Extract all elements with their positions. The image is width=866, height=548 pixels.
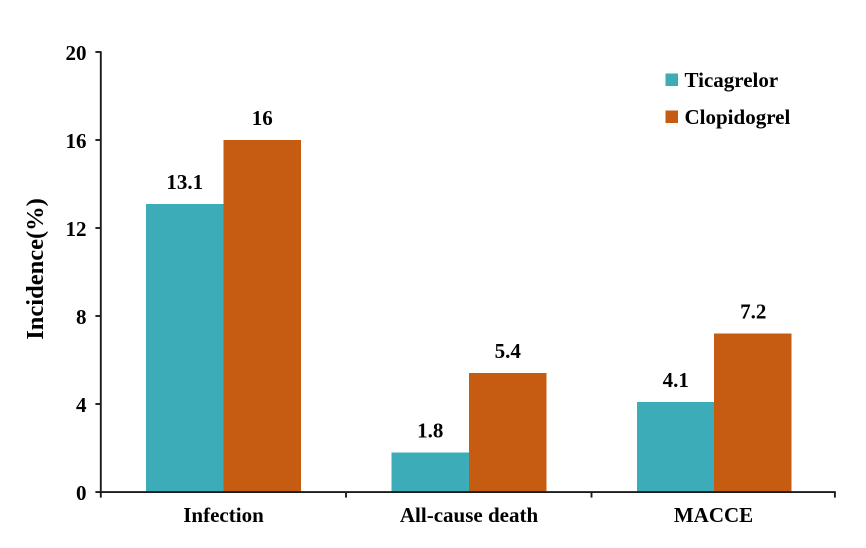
svg-text:1.8: 1.8 <box>417 419 443 443</box>
svg-text:13.1: 13.1 <box>166 170 203 194</box>
svg-text:Incidence(%): Incidence(%) <box>22 198 49 340</box>
svg-text:5.4: 5.4 <box>495 339 522 363</box>
svg-text:16: 16 <box>66 129 87 153</box>
svg-text:Ticagrelor: Ticagrelor <box>685 68 779 92</box>
svg-text:12: 12 <box>66 217 87 241</box>
svg-text:MACCE: MACCE <box>674 503 753 527</box>
svg-text:16: 16 <box>252 106 273 130</box>
svg-text:Infection: Infection <box>183 503 264 527</box>
svg-text:4: 4 <box>76 393 87 417</box>
svg-text:7.2: 7.2 <box>740 300 766 324</box>
svg-text:20: 20 <box>66 41 87 65</box>
svg-text:0: 0 <box>76 481 87 505</box>
svg-text:All-cause death: All-cause death <box>400 503 539 527</box>
svg-text:4.1: 4.1 <box>663 368 689 392</box>
svg-text:8: 8 <box>76 305 87 329</box>
svg-text:Clopidogrel: Clopidogrel <box>685 105 791 129</box>
